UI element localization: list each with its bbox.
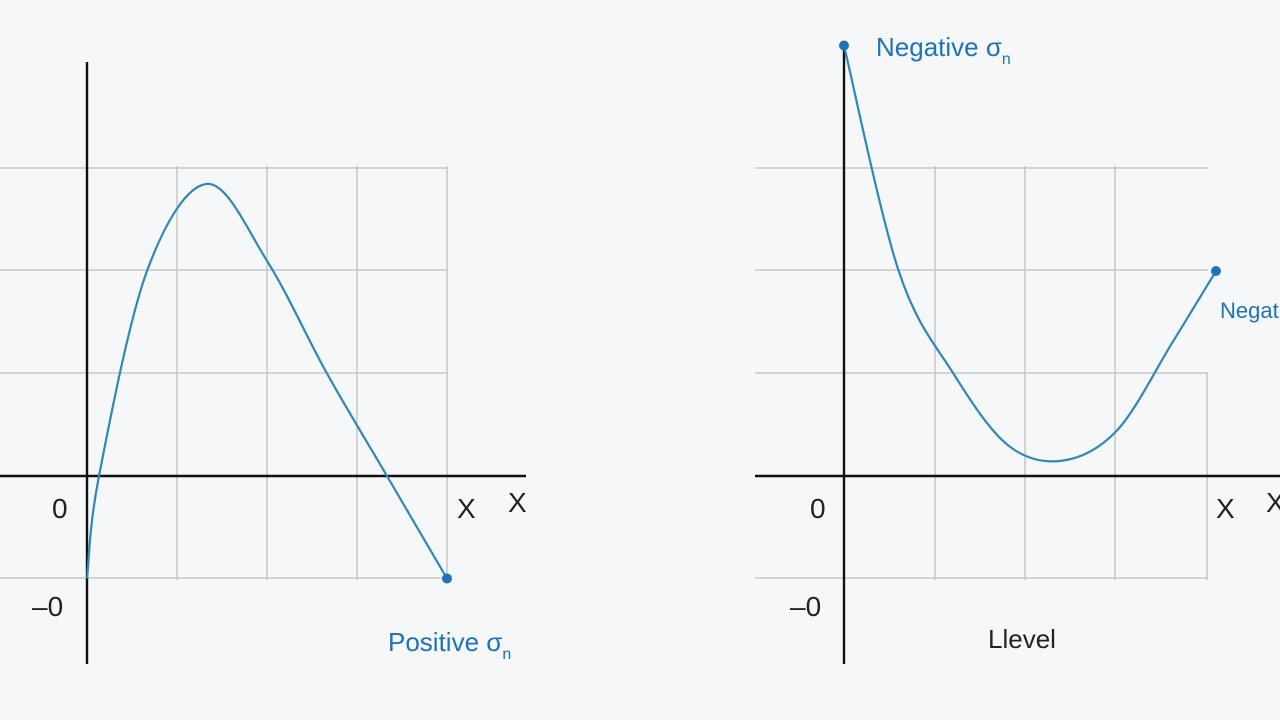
left-series-line bbox=[85, 182, 448, 580]
right-x-marker: X bbox=[1216, 493, 1235, 524]
left-x-marker: X bbox=[457, 493, 476, 524]
left-annotation: Positive σn bbox=[388, 627, 511, 663]
right-annotation-top: Negative σn bbox=[876, 32, 1011, 68]
left-x-axis-label: X bbox=[508, 487, 527, 518]
left-zero-label: 0 bbox=[52, 493, 68, 524]
left-annotation-main: Positive σ bbox=[388, 627, 502, 657]
right-neg-label: –0 bbox=[790, 591, 821, 622]
right-annotation-top-sub: n bbox=[1002, 51, 1011, 68]
right-zero-label: 0 bbox=[810, 493, 826, 524]
right-start-point bbox=[839, 40, 849, 51]
right-annotation-top-main: Negative σ bbox=[876, 32, 1002, 62]
right-end-point bbox=[1210, 266, 1221, 276]
left-end-point bbox=[442, 573, 452, 584]
right-chart: 0 –0 X X Negative σn Negative σ Llevel bbox=[755, 32, 1280, 664]
left-annotation-sub: n bbox=[502, 646, 511, 663]
left-grid bbox=[0, 166, 448, 580]
right-series-line bbox=[842, 45, 1217, 463]
right-x-axis-label: X bbox=[1266, 487, 1280, 518]
right-grid bbox=[755, 166, 1208, 580]
right-bottom-label: Llevel bbox=[988, 624, 1056, 654]
left-chart: 0 –0 X X Positive σn bbox=[0, 62, 527, 664]
right-annotation-right: Negative σ bbox=[1220, 298, 1280, 323]
left-neg-label: –0 bbox=[32, 591, 63, 622]
